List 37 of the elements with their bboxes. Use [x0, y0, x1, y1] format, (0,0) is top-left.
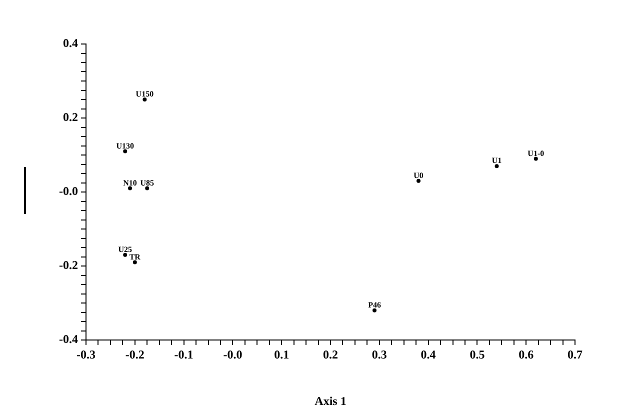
- annotation: N10: [123, 178, 137, 188]
- x-tick-label: -0.1: [174, 347, 194, 362]
- annotation: U150: [136, 90, 154, 99]
- point: [145, 186, 150, 190]
- annotation: U85: [140, 178, 154, 188]
- x-tick-label: 0.1: [274, 347, 290, 362]
- x-tick-label: 0.7: [568, 347, 582, 362]
- point: [534, 156, 538, 161]
- annotation: U1: [492, 156, 502, 166]
- annotation: P46: [368, 300, 381, 310]
- point: [123, 252, 128, 257]
- y-tick-label: -0.0: [59, 184, 78, 198]
- point: [372, 308, 377, 312]
- annotation: U130: [116, 141, 134, 150]
- point: [416, 178, 421, 183]
- x-axis-title: Axis 1: [314, 394, 346, 408]
- annotation: TR: [129, 252, 141, 262]
- y-tick-label: 0.4: [63, 36, 78, 50]
- y-tick-label: 0.2: [63, 110, 78, 124]
- x-tick-label: -0.0: [223, 347, 242, 362]
- point: [494, 164, 499, 168]
- x-tick-label: 0.2: [323, 347, 338, 362]
- annotation: U1-0: [528, 148, 544, 158]
- annotation: U25: [118, 244, 132, 254]
- point: [142, 98, 147, 102]
- y-tick-label: -0.4: [59, 332, 78, 346]
- x-tick-label: -0.2: [125, 347, 144, 362]
- x-tick-label: -0.3: [76, 347, 96, 362]
- point: [123, 149, 128, 154]
- x-tick-label: 0.6: [518, 347, 534, 362]
- y-tick-label: -0.2: [59, 258, 78, 272]
- x-tick-label: 0.5: [470, 347, 485, 362]
- annotation: U0: [414, 170, 424, 180]
- x-tick-label: 0.4: [420, 347, 436, 362]
- x-tick-label: 0.3: [372, 347, 387, 362]
- point: [128, 186, 132, 190]
- point: [132, 260, 137, 264]
